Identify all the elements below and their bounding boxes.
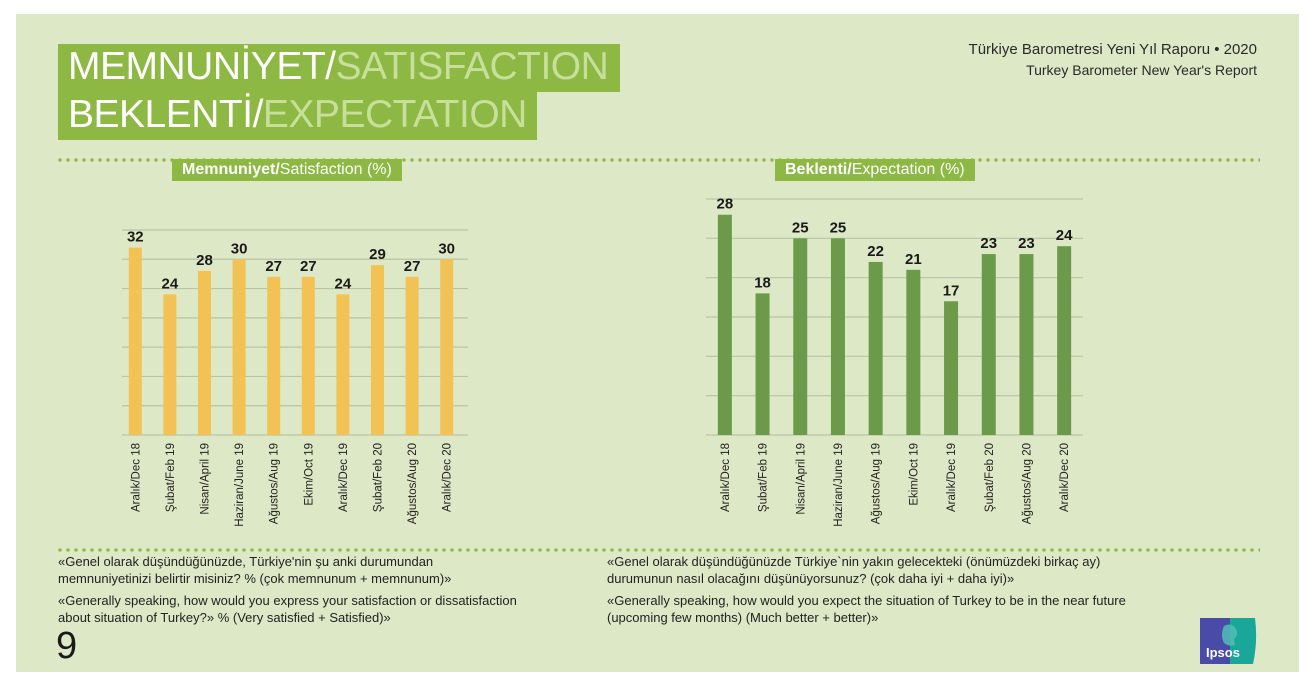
satisfaction-data-label: 30 bbox=[438, 240, 455, 257]
satisfaction-chart-title: Memnuniyet/Satisfaction (%) bbox=[172, 159, 402, 181]
expectation-data-label: 28 bbox=[717, 196, 734, 213]
expectation-data-label: 21 bbox=[905, 251, 922, 268]
satisfaction-category-label: Ağustos/Aug 20 bbox=[407, 443, 419, 524]
expectation-bar bbox=[944, 301, 959, 435]
satisfaction-category-label: Aralık/Dec 19 bbox=[338, 443, 350, 512]
satisfaction-data-label: 24 bbox=[335, 275, 352, 292]
satisfaction-bar bbox=[440, 259, 454, 435]
title-expectation-tr: BEKLENTİ/ bbox=[68, 93, 263, 136]
satisfaction-question-en: «Generally speaking, how would you expre… bbox=[58, 593, 517, 625]
satisfaction-category-label: Nisan/April 19 bbox=[200, 443, 212, 515]
page-number: 9 bbox=[56, 625, 78, 667]
satisfaction-data-label: 28 bbox=[196, 252, 213, 269]
expectation-category-label: Nisan/April 19 bbox=[795, 443, 807, 515]
dotted-divider-bottom bbox=[56, 548, 1260, 552]
satisfaction-bar bbox=[405, 276, 419, 435]
satisfaction-bar bbox=[301, 276, 315, 435]
satisfaction-data-label: 29 bbox=[369, 246, 386, 263]
satisfaction-category-label: Haziran/June 19 bbox=[234, 443, 246, 527]
logo-silhouette-icon bbox=[1222, 624, 1238, 646]
satisfaction-bar bbox=[128, 247, 142, 435]
expectation-category-label: Şubat/Feb 19 bbox=[758, 443, 770, 512]
satisfaction-data-label: 30 bbox=[231, 240, 248, 257]
expectation-category-label: Ağustos/Aug 20 bbox=[1021, 443, 1033, 524]
satisfaction-bar bbox=[232, 259, 246, 435]
expectation-bar bbox=[868, 261, 883, 435]
satisfaction-data-label: 27 bbox=[404, 258, 421, 275]
expectation-data-label: 17 bbox=[943, 282, 960, 299]
satisfaction-bar bbox=[336, 294, 350, 435]
satisfaction-category-label: Ekim/Oct 19 bbox=[303, 443, 315, 506]
satisfaction-category-label: Şubat/Feb 20 bbox=[373, 443, 385, 512]
expectation-category-label: Aralık/Dec 19 bbox=[946, 443, 958, 512]
expectation-bar bbox=[1019, 254, 1034, 435]
expectation-question-en: «Generally speaking, how would you expec… bbox=[607, 593, 1126, 625]
satisfaction-category-label: Aralık/Dec 18 bbox=[130, 443, 142, 512]
expectation-bar bbox=[830, 238, 845, 435]
expectation-category-label: Ekim/Oct 19 bbox=[908, 443, 920, 506]
expectation-data-label: 24 bbox=[1056, 227, 1073, 244]
expectation-category-label: Ağustos/Aug 19 bbox=[871, 443, 883, 524]
satisfaction-chart-title-rest: Satisfaction (%) bbox=[279, 161, 392, 178]
expectation-bar bbox=[906, 269, 921, 435]
expectation-data-label: 18 bbox=[754, 274, 771, 291]
dotted-divider-top bbox=[56, 158, 1260, 162]
expectation-category-label: Şubat/Feb 20 bbox=[984, 443, 996, 512]
satisfaction-category-label: Ağustos/Aug 19 bbox=[269, 443, 281, 524]
expectation-chart-title-rest: Expectation (%) bbox=[851, 161, 965, 178]
satisfaction-data-label: 32 bbox=[127, 229, 144, 246]
satisfaction-bar bbox=[198, 271, 211, 435]
expectation-bar bbox=[981, 254, 996, 435]
title-satisfaction: MEMNUNİYET/SATISFACTION bbox=[58, 44, 621, 92]
expectation-category-label: Haziran/June 19 bbox=[833, 443, 845, 527]
expectation-bar bbox=[1057, 246, 1072, 435]
expectation-data-label: 23 bbox=[1018, 235, 1035, 252]
satisfaction-data-label: 27 bbox=[265, 258, 282, 275]
satisfaction-chart-title-bold: Memnuniyet/ bbox=[182, 161, 280, 178]
expectation-category-label: Aralık/Dec 18 bbox=[720, 443, 732, 512]
report-title-en: Turkey Barometer New Year's Report bbox=[1026, 62, 1257, 78]
expectation-data-label: 25 bbox=[792, 219, 809, 236]
expectation-chart-title: Beklenti/Expectation (%) bbox=[775, 159, 975, 181]
expectation-data-label: 22 bbox=[867, 243, 884, 260]
title-expectation: BEKLENTİ/EXPECTATION bbox=[58, 92, 537, 140]
satisfaction-category-label: Şubat/Feb 19 bbox=[165, 443, 177, 512]
expectation-data-label: 23 bbox=[980, 235, 997, 252]
title-satisfaction-en: SATISFACTION bbox=[335, 45, 609, 88]
expectation-question-tr: «Genel olarak düşündüğünüzde Türkiye`nin… bbox=[607, 554, 1101, 586]
logo-text: Ipsos bbox=[1206, 645, 1240, 660]
satisfaction-bar bbox=[371, 265, 384, 435]
report-title-tr: Türkiye Barometresi Yeni Yıl Raporu • 20… bbox=[968, 41, 1257, 58]
satisfaction-question-tr: «Genel olarak düşündüğünüzde, Türkiye'ni… bbox=[58, 554, 452, 586]
expectation-bar bbox=[717, 214, 732, 435]
expectation-bar bbox=[755, 293, 770, 435]
expectation-category-label: Aralık/Dec 20 bbox=[1059, 443, 1071, 512]
title-satisfaction-tr: MEMNUNİYET/ bbox=[68, 45, 336, 88]
satisfaction-data-label: 27 bbox=[300, 258, 317, 275]
satisfaction-bar bbox=[163, 294, 177, 435]
title-expectation-en: EXPECTATION bbox=[262, 93, 527, 136]
satisfaction-data-label: 24 bbox=[162, 275, 179, 292]
expectation-data-label: 25 bbox=[830, 219, 847, 236]
expectation-bar bbox=[793, 238, 808, 435]
satisfaction-category-label: Aralık/Dec 20 bbox=[442, 443, 454, 512]
expectation-chart-title-bold: Beklenti/ bbox=[785, 161, 852, 178]
satisfaction-bar bbox=[267, 276, 281, 435]
ipsos-logo: Ipsos bbox=[1200, 618, 1257, 664]
